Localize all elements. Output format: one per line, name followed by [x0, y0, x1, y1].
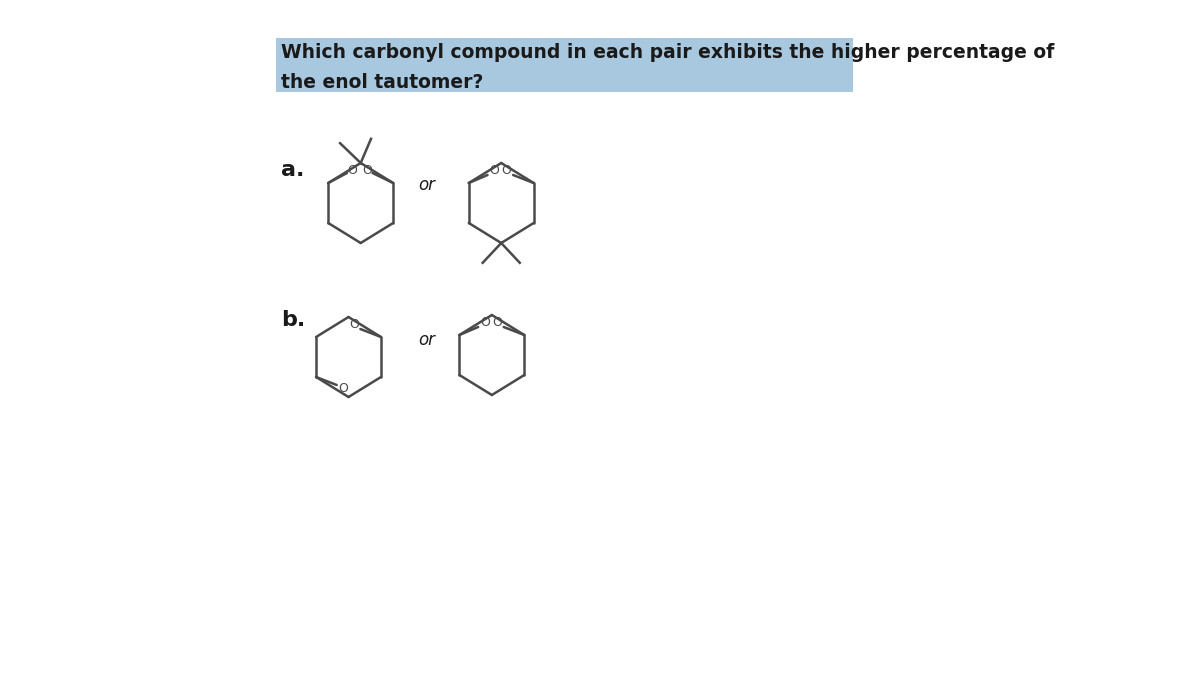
Text: a.: a. [281, 160, 305, 180]
Text: O: O [502, 165, 511, 178]
Text: O: O [480, 317, 490, 329]
Text: or: or [418, 331, 434, 349]
Text: O: O [490, 165, 499, 178]
Text: the enol tautomer?: the enol tautomer? [281, 72, 484, 92]
Text: O: O [362, 163, 372, 176]
Text: O: O [338, 383, 348, 396]
Text: Which carbonyl compound in each pair exhibits the higher percentage of: Which carbonyl compound in each pair exh… [281, 43, 1055, 63]
FancyBboxPatch shape [276, 38, 852, 92]
Text: or: or [418, 176, 434, 194]
Text: O: O [492, 317, 502, 329]
Text: b.: b. [281, 310, 305, 330]
Text: O: O [348, 163, 358, 176]
Text: O: O [349, 319, 359, 331]
